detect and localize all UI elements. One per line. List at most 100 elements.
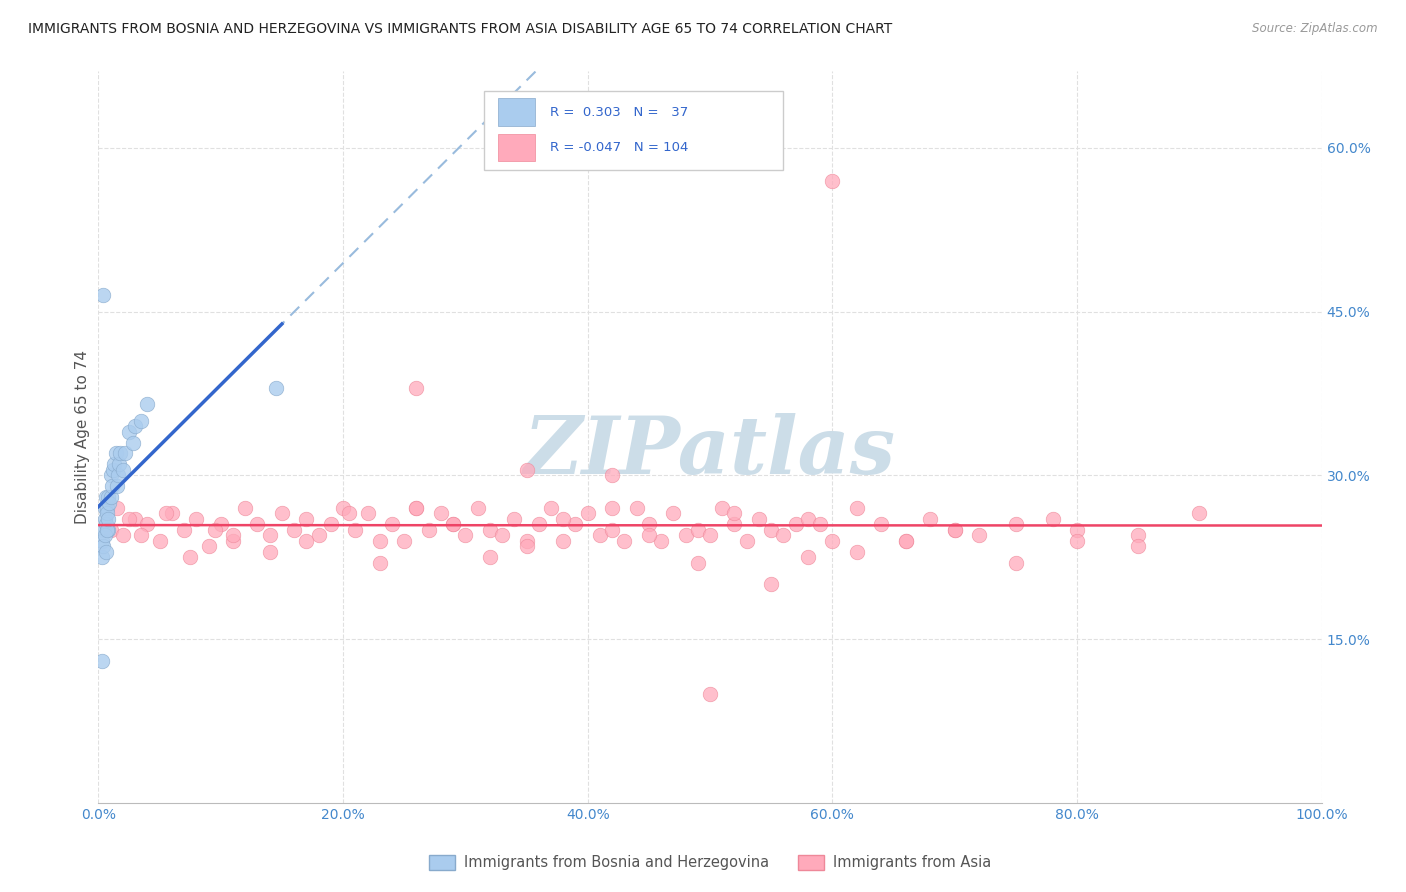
Point — [136, 517, 159, 532]
Point — [478, 523, 501, 537]
Point — [129, 414, 152, 428]
Point — [675, 528, 697, 542]
Point — [553, 512, 575, 526]
Point — [430, 507, 453, 521]
Text: IMMIGRANTS FROM BOSNIA AND HERZEGOVINA VS IMMIGRANTS FROM ASIA DISABILITY AGE 65: IMMIGRANTS FROM BOSNIA AND HERZEGOVINA V… — [28, 22, 893, 37]
Point — [308, 528, 330, 542]
Point — [600, 501, 623, 516]
Point — [356, 507, 378, 521]
Point — [772, 528, 794, 542]
Point — [516, 463, 538, 477]
Point — [368, 533, 391, 548]
Point — [155, 507, 177, 521]
Point — [259, 545, 281, 559]
Point — [179, 550, 201, 565]
Point — [600, 523, 623, 537]
Point — [173, 523, 195, 537]
Point — [94, 545, 117, 559]
Point — [686, 523, 709, 537]
Point — [107, 468, 129, 483]
Point — [478, 550, 501, 565]
Point — [405, 501, 427, 516]
Point — [735, 533, 758, 548]
Point — [797, 512, 820, 526]
Point — [686, 556, 709, 570]
Point — [943, 523, 966, 537]
Point — [662, 507, 685, 521]
Point — [650, 533, 672, 548]
Point — [711, 501, 734, 516]
Point — [491, 528, 513, 542]
Point — [97, 512, 120, 526]
Point — [870, 517, 893, 532]
Point — [105, 479, 128, 493]
Point — [761, 577, 783, 591]
Point — [516, 539, 538, 553]
Point — [332, 501, 354, 516]
Point — [454, 528, 477, 542]
Point — [576, 507, 599, 521]
Point — [91, 550, 114, 565]
Point — [97, 490, 120, 504]
Point — [91, 523, 114, 537]
Point — [118, 512, 141, 526]
Point — [527, 517, 550, 532]
Point — [204, 523, 226, 537]
Point — [418, 523, 440, 537]
Point — [797, 550, 820, 565]
Point — [319, 517, 342, 532]
Point — [405, 501, 427, 516]
Point — [392, 533, 416, 548]
Point — [337, 507, 360, 521]
Point — [104, 446, 127, 460]
Point — [845, 545, 868, 559]
Point — [626, 501, 648, 516]
Point — [93, 501, 115, 516]
Point — [222, 528, 245, 542]
Point — [894, 533, 917, 548]
Point — [233, 501, 256, 516]
Point — [845, 501, 868, 516]
Point — [637, 528, 661, 542]
Point — [564, 517, 586, 532]
Point — [613, 533, 636, 548]
Point — [283, 523, 305, 537]
Point — [114, 446, 136, 460]
Point — [1066, 533, 1088, 548]
Point — [101, 479, 124, 493]
Point — [821, 173, 844, 187]
Point — [246, 517, 269, 532]
Point — [821, 533, 844, 548]
Point — [761, 523, 783, 537]
Point — [103, 458, 125, 472]
Point — [101, 463, 124, 477]
Point — [136, 397, 159, 411]
Point — [699, 687, 721, 701]
Point — [540, 501, 562, 516]
Point — [264, 381, 287, 395]
Point — [93, 512, 115, 526]
Point — [160, 507, 183, 521]
Point — [467, 501, 489, 516]
Point — [105, 501, 128, 516]
Point — [1128, 528, 1150, 542]
Point — [91, 288, 114, 302]
Point — [111, 528, 134, 542]
Point — [785, 517, 807, 532]
Point — [100, 523, 122, 537]
Point — [723, 517, 745, 532]
Point — [600, 468, 623, 483]
Y-axis label: Disability Age 65 to 74: Disability Age 65 to 74 — [75, 350, 90, 524]
Point — [149, 533, 172, 548]
Point — [96, 507, 118, 521]
Point — [91, 533, 114, 548]
Point — [110, 446, 132, 460]
Point — [295, 533, 318, 548]
Point — [91, 539, 114, 553]
Point — [118, 425, 141, 439]
FancyBboxPatch shape — [484, 91, 783, 170]
Point — [699, 528, 721, 542]
Point — [943, 523, 966, 537]
Point — [1066, 523, 1088, 537]
Point — [93, 528, 115, 542]
